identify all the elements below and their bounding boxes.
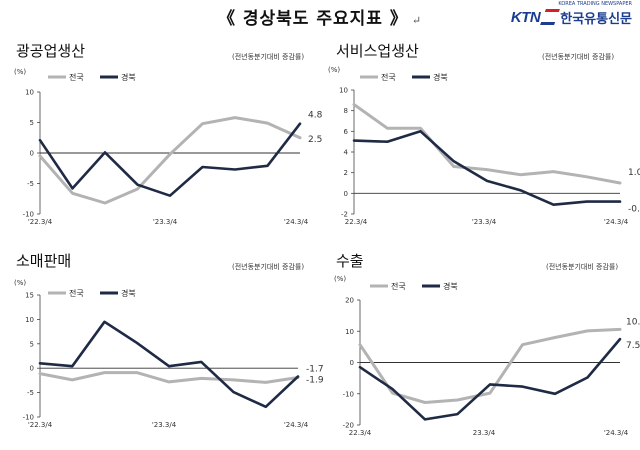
end-value-label: -0.8	[628, 205, 640, 215]
series-line-gyeongbuk	[360, 339, 620, 419]
legend-gyeongbuk-label: 경북	[443, 281, 458, 291]
x-tick-label: '24.3/4	[604, 429, 629, 437]
end-value-label: 10.6	[626, 317, 640, 327]
legend-gyeongbuk-label: 경북	[121, 288, 136, 298]
x-tick-label: 22.3/4	[349, 429, 372, 437]
end-value-label: 1.0	[628, 168, 640, 178]
x-tick-label: '24.3/4	[604, 218, 629, 226]
x-tick-label: '23.3/4	[153, 218, 178, 226]
x-tick-label: '23.3/4	[472, 218, 497, 226]
x-tick-label: 22.3/4	[345, 218, 368, 226]
x-tick-label: '23.3/4	[152, 421, 177, 429]
y-tick-label: 0	[30, 365, 34, 373]
legend-national-label: 전국	[391, 281, 406, 291]
series-line-national	[360, 329, 620, 402]
series-line-national	[40, 373, 298, 383]
logo-mark: KTN	[511, 9, 540, 26]
chart-svg: (%)20100-10-2022.3/423.3/4'24.3/4전국경북10.…	[320, 250, 640, 450]
y-tick-label: 0	[344, 190, 348, 198]
y-unit-label: (%)	[334, 275, 346, 283]
y-tick-label: 10	[345, 328, 354, 336]
y-tick-label: 4	[344, 149, 349, 157]
y-unit-label: (%)	[14, 279, 26, 287]
x-tick-label: '24.3/4	[284, 421, 309, 429]
series-line-gyeongbuk	[40, 124, 300, 196]
y-tick-label: 8	[344, 107, 348, 115]
y-tick-label: 0	[30, 150, 34, 158]
y-tick-label: 2	[344, 169, 348, 177]
x-tick-label: '22.3/4	[28, 421, 53, 429]
logo-name: 한국유통신문	[560, 8, 632, 27]
y-tick-label: 15	[25, 292, 34, 300]
legend-national-label: 전국	[69, 288, 84, 298]
y-tick-label: -5	[27, 180, 34, 188]
legend-gyeongbuk-label: 경북	[121, 72, 136, 82]
x-tick-label: '24.3/4	[284, 218, 309, 226]
ktn-logo: KOREA TRADING NEWSPAPER KTN 한국유통신문	[511, 6, 632, 28]
x-tick-label: '22.3/4	[28, 218, 53, 226]
end-value-label: 7.5	[626, 341, 640, 351]
y-unit-label: (%)	[14, 68, 26, 76]
series-line-gyeongbuk	[40, 322, 298, 407]
y-tick-label: -5	[27, 389, 34, 397]
logo-tagline: KOREA TRADING NEWSPAPER	[558, 1, 632, 7]
y-tick-label: 10	[25, 316, 34, 324]
logo-swoosh-icon	[540, 9, 560, 25]
x-tick-label: 23.3/4	[473, 429, 496, 437]
legend-national-label: 전국	[381, 72, 396, 82]
series-line-national	[354, 105, 620, 184]
y-tick-label: 10	[339, 87, 348, 95]
y-tick-label: -10	[343, 390, 354, 398]
y-tick-label: 6	[344, 128, 349, 136]
legend-national-label: 전국	[69, 72, 84, 82]
y-tick-label: 10	[25, 89, 34, 97]
y-tick-label: 20	[345, 297, 354, 305]
y-unit-label: (%)	[328, 66, 340, 74]
legend-gyeongbuk-label: 경북	[433, 72, 448, 82]
enter-mark: ↵	[412, 14, 422, 27]
series-line-national	[40, 118, 300, 203]
y-tick-label: 0	[350, 359, 354, 367]
y-tick-label: 5	[30, 340, 34, 348]
y-tick-label: 5	[30, 119, 34, 127]
